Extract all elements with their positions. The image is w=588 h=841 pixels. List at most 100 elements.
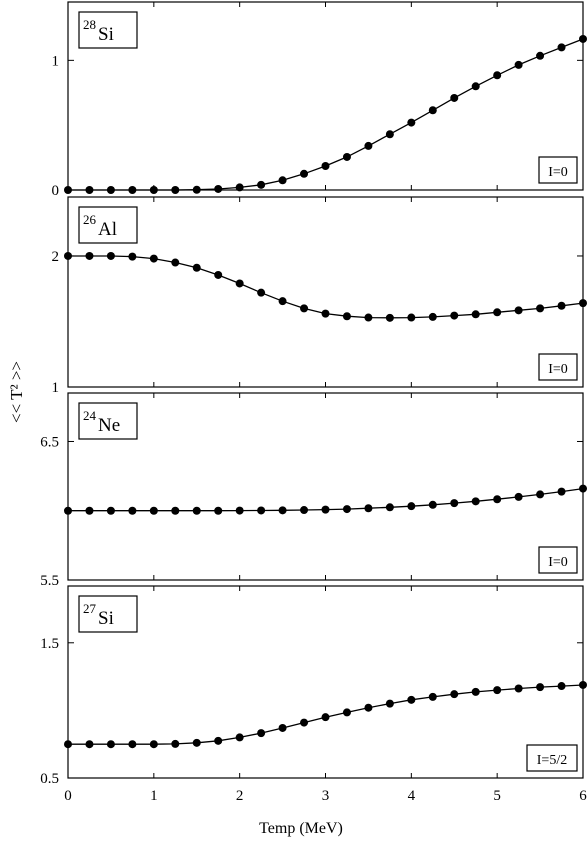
data-point xyxy=(450,499,459,508)
spin-label-text: I=0 xyxy=(548,165,568,180)
data-point xyxy=(214,270,223,279)
data-point xyxy=(493,686,502,695)
data-point xyxy=(342,505,351,514)
data-point xyxy=(171,186,180,194)
data-point xyxy=(64,506,72,515)
nucleus-mass-number: 27 xyxy=(83,601,97,616)
y-tick-label: 5.5 xyxy=(40,573,59,589)
data-point xyxy=(364,141,373,150)
data-point xyxy=(300,169,309,178)
spin-label-box xyxy=(538,156,578,184)
spin-label-box xyxy=(538,353,578,381)
data-point xyxy=(128,740,137,749)
data-point xyxy=(171,506,180,515)
spin-label-text: I=5/2 xyxy=(537,753,567,768)
data-point xyxy=(493,71,502,80)
panel-27si: 0.5 1.5 27 Si I=5/2 xyxy=(40,585,587,787)
data-point xyxy=(85,186,94,194)
data-point xyxy=(385,503,394,512)
data-point xyxy=(149,740,158,749)
data-point xyxy=(407,313,416,322)
spin-label-text: I=0 xyxy=(548,555,568,570)
data-point xyxy=(514,492,523,501)
data-point xyxy=(364,313,373,322)
x-tick-label: 2 xyxy=(236,788,244,804)
nucleus-symbol: Al xyxy=(98,219,117,240)
data-point xyxy=(514,60,523,69)
nucleus-mass-number: 28 xyxy=(83,17,96,32)
x-tick-label: 3 xyxy=(322,788,330,804)
data-point xyxy=(214,736,223,745)
data-point xyxy=(321,162,330,171)
data-point xyxy=(471,687,480,696)
x-tick-label: 4 xyxy=(408,788,416,804)
data-point xyxy=(579,680,587,689)
spin-label-box xyxy=(538,546,578,574)
data-point xyxy=(106,186,115,194)
data-point xyxy=(64,251,72,260)
data-point xyxy=(278,297,287,306)
data-point xyxy=(342,708,351,717)
data-point xyxy=(257,180,266,189)
y-tick-label: 1 xyxy=(52,53,60,69)
data-point xyxy=(557,487,566,496)
panel-28si: 0 1 28 Si I=0 xyxy=(52,1,587,199)
data-point xyxy=(171,258,180,267)
nucleus-label-box xyxy=(78,11,138,49)
x-tick-label: 5 xyxy=(493,788,501,804)
data-point xyxy=(385,130,394,139)
data-point xyxy=(192,506,201,515)
plot-frame xyxy=(67,392,584,581)
nucleus-label-box xyxy=(78,595,138,633)
data-point xyxy=(342,312,351,321)
data-point xyxy=(85,251,94,260)
y-tick-label: 6.5 xyxy=(40,434,59,450)
data-point xyxy=(149,506,158,515)
nucleus-mass-number: 24 xyxy=(83,408,97,423)
data-point xyxy=(149,186,158,194)
data-point xyxy=(106,251,115,260)
data-point xyxy=(128,506,137,515)
data-point xyxy=(428,500,437,509)
data-point xyxy=(171,739,180,748)
data-point xyxy=(235,733,244,742)
spin-label-box xyxy=(526,744,578,772)
data-point xyxy=(64,740,72,749)
nucleus-symbol: Si xyxy=(98,24,114,45)
data-point xyxy=(214,184,223,193)
series-line xyxy=(68,255,584,319)
data-point xyxy=(192,738,201,747)
data-point xyxy=(300,304,309,313)
data-point xyxy=(321,713,330,722)
data-point xyxy=(579,34,587,43)
data-point xyxy=(128,252,137,261)
data-point xyxy=(257,506,266,515)
data-point xyxy=(579,484,587,493)
data-point xyxy=(536,51,545,60)
nucleus-label: 24 Ne xyxy=(78,402,138,440)
data-point xyxy=(106,740,115,749)
x-tick-label: 0 xyxy=(64,788,72,804)
data-point xyxy=(557,682,566,691)
plot-frame xyxy=(67,585,584,779)
spin-label: I=0 xyxy=(538,546,578,574)
data-point xyxy=(471,82,480,91)
nucleus-label: 28 Si xyxy=(78,11,138,49)
data-point xyxy=(385,313,394,322)
data-point xyxy=(471,310,480,319)
data-point xyxy=(450,690,459,699)
data-point xyxy=(149,254,158,263)
data-point xyxy=(321,505,330,514)
spin-label: I=0 xyxy=(538,156,578,184)
data-point xyxy=(450,311,459,320)
nucleus-label: 26 Al xyxy=(78,206,138,244)
data-point xyxy=(536,490,545,499)
data-point xyxy=(471,497,480,506)
data-point xyxy=(257,729,266,738)
data-point xyxy=(106,506,115,515)
data-point xyxy=(450,93,459,102)
data-point xyxy=(85,740,94,749)
y-tick-label: 0.5 xyxy=(40,771,59,787)
data-point xyxy=(192,263,201,272)
